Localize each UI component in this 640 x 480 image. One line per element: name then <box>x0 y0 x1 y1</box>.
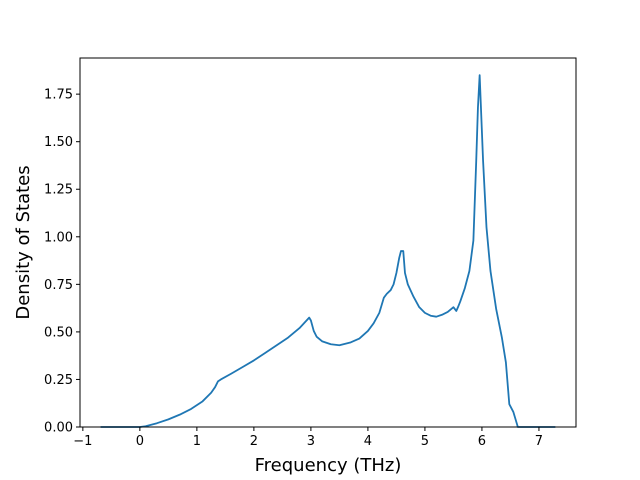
x-tick-label: 4 <box>364 434 372 449</box>
axis-ticks: −1 0 1 2 3 4 5 6 7 0.00 0.25 0.50 0.75 1.00 1.25 1.50 1.… <box>44 88 543 449</box>
x-tick-label: 2 <box>250 434 258 449</box>
plot-frame <box>79 57 577 428</box>
x-tick-label: 7 <box>535 434 543 449</box>
y-tick-label: 0.50 <box>44 325 73 340</box>
x-axis-label: Frequency (THz) <box>255 455 402 476</box>
x-tick-label: 1 <box>193 434 201 449</box>
y-tick-label: 1.75 <box>44 88 73 103</box>
dos-series-line <box>100 74 556 428</box>
x-tick-label: 0 <box>136 434 144 449</box>
y-tick-label: 0.00 <box>44 421 73 436</box>
y-tick-label: 1.25 <box>44 183 73 198</box>
y-tick-label: 0.75 <box>44 278 73 293</box>
x-tick-label: 3 <box>307 434 315 449</box>
y-axis-label: Density of States <box>13 165 34 319</box>
y-tick-label: 1.00 <box>44 230 73 245</box>
y-tick-label: 1.50 <box>44 135 73 150</box>
plot-area <box>100 74 556 428</box>
x-tick-label: 6 <box>478 434 486 449</box>
y-tick-label: 0.25 <box>44 373 73 388</box>
x-tick-label: −1 <box>73 434 92 449</box>
x-tick-label: 5 <box>421 434 429 449</box>
